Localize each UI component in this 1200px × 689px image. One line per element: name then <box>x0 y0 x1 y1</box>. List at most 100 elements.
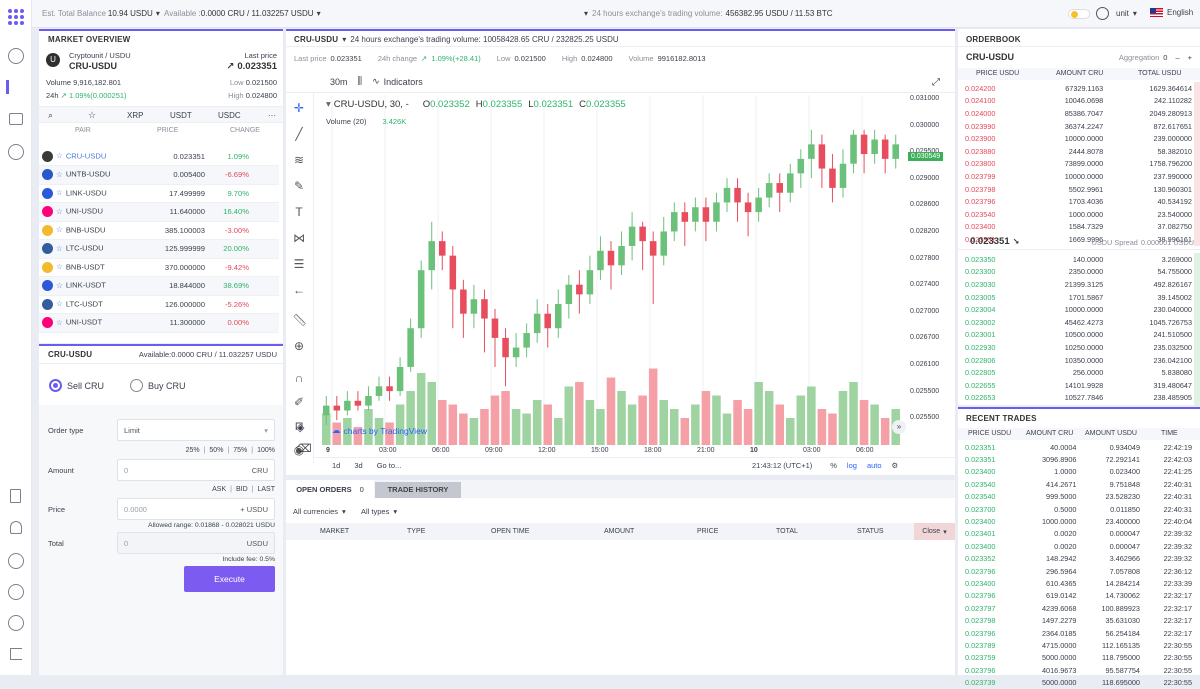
ask-row[interactable]: 0.023900 10000.0000 239.000000 <box>958 132 1200 145</box>
bid-row[interactable]: 0.022806 10350.0000 236.042100 <box>958 353 1200 367</box>
eye-icon[interactable]: ◉ <box>293 443 305 457</box>
bid-row[interactable]: 0.022655 14101.9928 319.480647 <box>958 378 1200 392</box>
brush-icon[interactable]: ✎ <box>293 179 305 193</box>
pair-row-cru-usdu[interactable]: ☆ CRU-USDU 0.023351 1.09% <box>39 147 279 166</box>
unit-selector[interactable]: unit ▾ <box>1116 9 1137 18</box>
user-icon[interactable] <box>1096 7 1109 20</box>
bid-row[interactable]: 0.023002 45462.4273 1045.726753 <box>958 315 1200 329</box>
play-icon[interactable] <box>8 584 24 600</box>
ask-row[interactable]: 0.024100 10046.0698 242.110282 <box>958 94 1200 108</box>
price-chart[interactable] <box>316 95 906 445</box>
star-icon[interactable]: ☆ <box>56 225 63 235</box>
star-icon[interactable]: ☆ <box>56 188 63 198</box>
execute-button[interactable]: Execute <box>184 566 275 592</box>
candles-icon[interactable]: ⫼ <box>357 76 363 87</box>
pair-row-ltc-usdu[interactable]: ☆ LTC-USDU 125.999999 20.00% <box>39 239 279 259</box>
help-icon[interactable] <box>8 615 24 631</box>
ask-row[interactable]: 0.024200 67329.1163 1629.364614 <box>958 82 1200 95</box>
tab-trade-history[interactable]: TRADE HISTORY <box>375 482 461 498</box>
ask-button[interactable]: ASK <box>212 486 227 493</box>
bid-button[interactable]: BID <box>235 486 248 493</box>
pair-row-bnb-usdu[interactable]: ☆ BNB-USDU 385.100003 -3.00% <box>39 221 279 240</box>
search-icon[interactable]: ⌕ <box>48 110 54 120</box>
ask-row[interactable]: 0.023351 1669.9996 38.996161 <box>958 233 1200 246</box>
ask-row[interactable]: 0.023880 2444.8078 58.382010 <box>958 144 1200 158</box>
measure-icon[interactable]: ☰ <box>293 257 305 271</box>
text-icon[interactable]: T <box>295 205 303 219</box>
sell-radio[interactable]: Sell CRU <box>49 379 104 392</box>
plus-icon[interactable]: + <box>1187 53 1192 62</box>
star-icon[interactable]: ☆ <box>56 243 63 253</box>
goto-button[interactable]: Go to... <box>376 461 402 470</box>
star-icon[interactable]: ☆ <box>88 110 97 120</box>
magnet-icon[interactable]: ∩ <box>294 371 304 385</box>
percent-50[interactable]: 50% <box>209 447 224 454</box>
scroll-right-icon[interactable]: » <box>892 420 906 434</box>
theme-toggle[interactable] <box>1068 9 1090 19</box>
ask-row[interactable]: 0.023796 1703.4036 40.534192 <box>958 195 1200 208</box>
pair-row-ltc-usdt[interactable]: ☆ LTC-USDT 126.000000 -5.26% <box>39 295 279 314</box>
dashboard-icon[interactable] <box>8 144 24 160</box>
lock-drawing-icon[interactable]: ✐ <box>293 395 305 409</box>
indicators-button[interactable]: ∿ Indicators <box>372 76 423 87</box>
interval-button[interactable]: 30m <box>330 76 348 87</box>
minus-icon[interactable]: – <box>1175 53 1180 62</box>
ask-row[interactable]: 0.023800 73899.0000 1758.796200 <box>958 157 1200 171</box>
ask-row[interactable]: 0.023540 1000.0000 23.540000 <box>958 207 1200 221</box>
pair-row-untb-usdu[interactable]: ☆ UNTB-USDU 0.005400 -6.69% <box>39 165 279 185</box>
currency-filter[interactable]: All currencies ▾ <box>293 507 346 516</box>
logout-icon[interactable] <box>10 648 22 660</box>
legend-collapse-icon[interactable]: ▾ <box>326 99 331 110</box>
ask-row[interactable]: 0.023798 5502.9961 130.960301 <box>958 182 1200 196</box>
trash-icon[interactable]: ⌫ <box>296 443 312 455</box>
trendline-icon[interactable]: ╱ <box>295 127 303 141</box>
bid-row[interactable]: 0.023005 1701.5867 39.145002 <box>958 290 1200 304</box>
log-toggle[interactable]: log <box>846 461 857 470</box>
type-filter[interactable]: All types ▾ <box>361 507 397 516</box>
ask-row[interactable]: 0.024000 85386.7047 2049.280913 <box>958 107 1200 120</box>
close-all-button[interactable]: Close ▾ <box>914 523 955 540</box>
tradingview-watermark[interactable]: ☁ charts by TradingView <box>332 425 427 436</box>
layers-icon[interactable]: ◈ <box>296 422 305 434</box>
balance-info[interactable]: Est. Total Balance 10.94 USDU ▾ <box>42 9 160 18</box>
bid-row[interactable]: 0.023300 2350.0000 54.755000 <box>958 265 1200 279</box>
trade-icon[interactable] <box>6 80 26 94</box>
bid-row[interactable]: 0.022930 10250.0000 235.032500 <box>958 341 1200 354</box>
auto-toggle[interactable]: auto <box>866 461 882 470</box>
star-icon[interactable]: ☆ <box>56 169 63 179</box>
plus-icon[interactable]: + <box>240 504 245 514</box>
available-info[interactable]: Available : 0.0000 CRU / 11.032257 USDU … <box>164 9 321 18</box>
pair-row-uni-usdu[interactable]: ☆ UNI-USDU 11.640000 16.40% <box>39 202 279 222</box>
pair-row-bnb-usdt[interactable]: ☆ BNB-USDT 370.000000 -9.42% <box>39 258 279 277</box>
language-selector[interactable]: English <box>1150 8 1193 17</box>
bid-row[interactable]: 0.023001 10500.0000 241.510500 <box>958 328 1200 342</box>
percent-75[interactable]: 75% <box>233 447 248 454</box>
tab-open-orders[interactable]: OPEN ORDERS 0 <box>286 480 374 498</box>
ask-row[interactable]: 0.023799 10000.0000 237.990000 <box>958 170 1200 183</box>
price-input[interactable]: 0.0000 + USDU <box>117 498 275 520</box>
percent-25[interactable]: 25% <box>185 447 200 454</box>
wallet-icon[interactable] <box>9 113 23 125</box>
pattern-icon[interactable]: ⋈ <box>293 231 305 245</box>
percent-toggle[interactable]: % <box>830 461 837 470</box>
order-type-select[interactable]: Limit ▾ <box>117 419 275 441</box>
bid-row[interactable]: 0.022653 10527.7846 238.485905 <box>958 391 1200 405</box>
ask-row[interactable]: 0.023990 36374.2247 872.617651 <box>958 119 1200 133</box>
crosshair-icon[interactable]: ✛ <box>293 101 305 115</box>
ask-row[interactable]: 0.023400 1584.7329 37.082750 <box>958 220 1200 234</box>
bid-row[interactable]: 0.022805 256.0000 5.838080 <box>958 366 1200 379</box>
swap-icon[interactable] <box>8 48 24 64</box>
bell-icon[interactable] <box>10 521 22 534</box>
last-button[interactable]: LAST <box>257 486 275 493</box>
ruler-icon[interactable]: 📏︎ <box>292 313 308 327</box>
percent-100[interactable]: 100% <box>257 447 275 454</box>
bid-row[interactable]: 0.023004 10000.0000 230.040000 <box>958 303 1200 316</box>
arrow-left-icon[interactable]: ← <box>293 283 305 297</box>
star-icon[interactable]: ☆ <box>56 151 63 160</box>
total-input[interactable]: 0 USDU <box>117 532 275 554</box>
lock-icon[interactable]: ⊓ <box>294 419 304 433</box>
zoom-icon[interactable]: ⊕ <box>293 339 305 353</box>
range-1d[interactable]: 1d <box>332 461 341 470</box>
star-icon[interactable]: ☆ <box>56 299 63 309</box>
tab-usdt[interactable]: USDT <box>170 111 192 120</box>
